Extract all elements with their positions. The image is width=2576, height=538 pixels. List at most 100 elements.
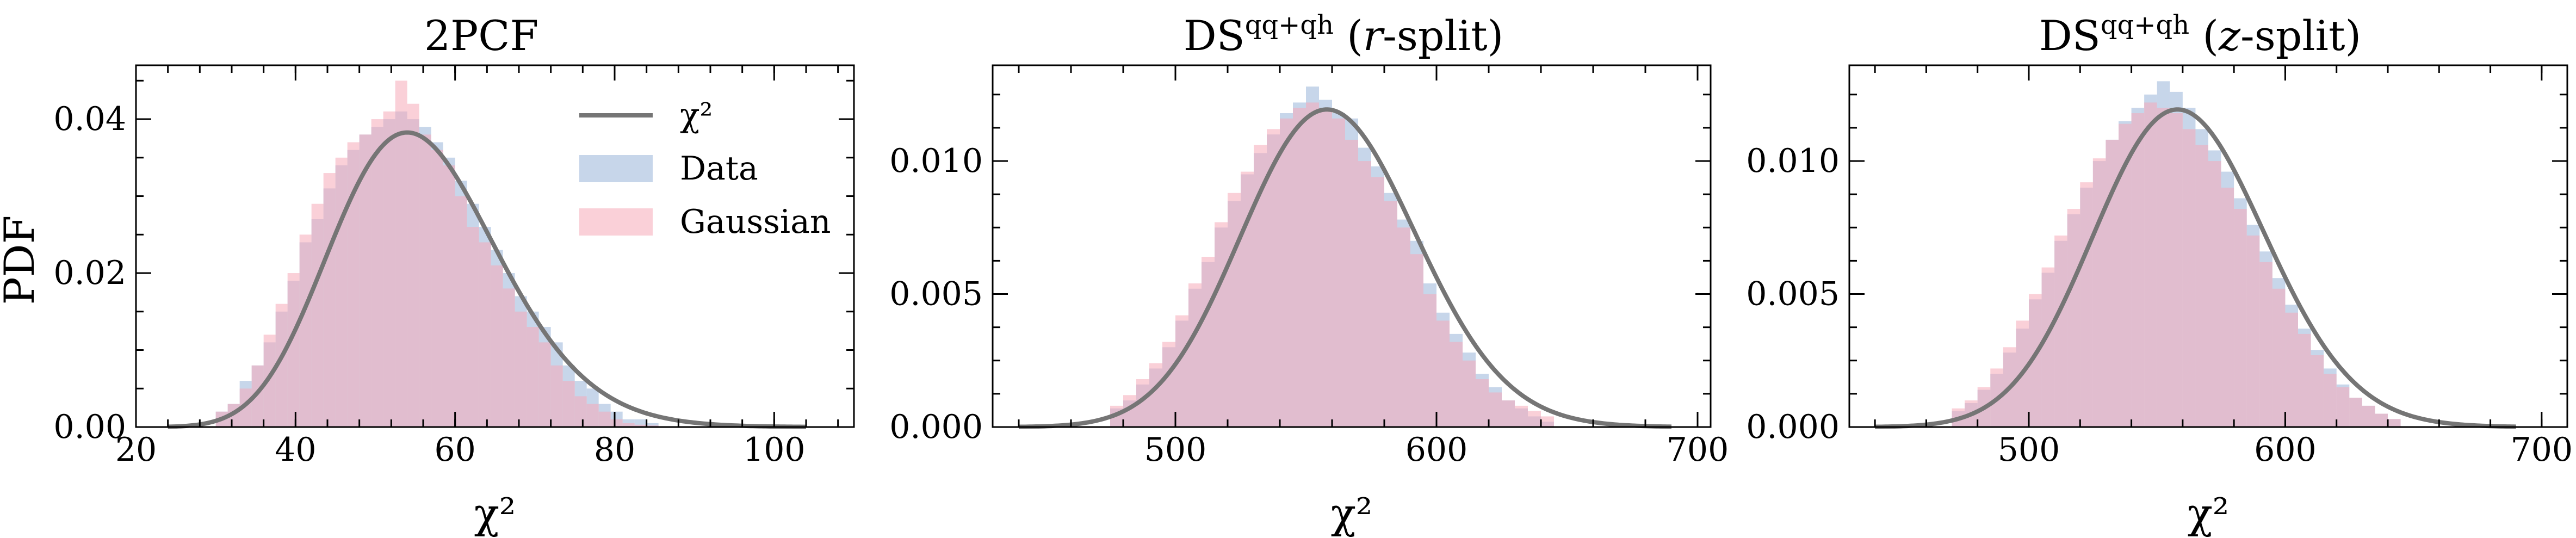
gaussian-histogram-bar	[1293, 108, 1306, 427]
gaussian-histogram-bar	[1215, 222, 1228, 427]
plot-area: 500 600 700 0.000 0.005 0.010 500 600 700 0.000 0.…	[168, 64, 2573, 469]
x-tick-label: 40	[275, 431, 316, 469]
gaussian-histogram-bar	[2092, 158, 2106, 427]
x-tick-label: 700	[2511, 431, 2573, 469]
x-tick-label: 80	[594, 431, 635, 469]
chi2-curve	[1875, 107, 2516, 429]
legend-gaussian-swatch	[579, 208, 653, 236]
y-tick-label: 0.000	[889, 408, 983, 446]
gaussian-histogram-bar	[2106, 139, 2119, 428]
y-tick-label: 0.000	[1746, 408, 1840, 446]
gaussian-histogram-bar	[2041, 267, 2055, 427]
gaussian-histogram-bar	[455, 196, 467, 427]
y-tick-label: 0.005	[889, 275, 983, 313]
gaussian-histogram-bar	[2285, 312, 2298, 427]
gaussian-histogram-bar	[2029, 294, 2042, 427]
gaussian-histogram-bar	[1358, 161, 1371, 427]
title-rest: -split)	[1383, 11, 1503, 60]
gaussian-histogram-bar	[359, 134, 371, 427]
gaussian-histogram-bar	[1280, 118, 1293, 427]
gaussian-histogram-bar	[2144, 102, 2157, 428]
chi2-curve	[1018, 107, 1672, 429]
gaussian-histogram-bar	[2221, 187, 2234, 427]
gaussian-histogram-bar	[2080, 182, 2093, 427]
gaussian-histogram-bar	[1502, 400, 1515, 427]
gaussian-histogram-bar	[1515, 405, 1528, 427]
gaussian-histogram-bar	[2208, 161, 2221, 427]
legend-gaussian-label: Gaussian	[680, 203, 831, 241]
x-tick-label: 20	[115, 431, 157, 469]
gaussian-histogram-bar	[1202, 257, 1215, 427]
y-tick-label: 0.010	[1746, 142, 1840, 180]
y-tick-label: 0.04	[53, 100, 126, 138]
gaussian-histogram-bar	[2298, 333, 2311, 427]
plot-area	[1875, 81, 2516, 429]
gaussian-histogram-bar	[1371, 177, 1384, 427]
gaussian-histogram-bar	[2324, 374, 2337, 427]
gaussian-histogram-bar	[431, 150, 443, 427]
gaussian-histogram-bar	[2272, 288, 2286, 427]
data-histogram-bar	[646, 423, 659, 427]
axes-frame	[992, 64, 1712, 428]
gaussian-histogram-bar	[2067, 209, 2080, 427]
plot-area: 500 600 700 0.000 0.005 0.010	[1018, 64, 2573, 469]
gaussian-histogram-bar	[467, 227, 479, 427]
panel-title: DSqq+qh (r-split)	[1184, 10, 1504, 60]
gaussian-histogram-bar	[2170, 113, 2183, 427]
gaussian-histogram-bar	[1306, 102, 1319, 428]
title-variable: r	[1363, 11, 1385, 60]
gaussian-histogram-bar	[1228, 193, 1241, 427]
gaussian-histogram-bar	[2259, 262, 2272, 427]
x-tick-label: 700	[1667, 431, 1729, 469]
gaussian-histogram-bar	[1450, 342, 1463, 427]
gaussian-histogram-bar	[287, 273, 300, 427]
title-rest: -split)	[2240, 11, 2361, 60]
panel-title: 2PCF	[424, 11, 538, 60]
x-tick-label: 100	[743, 431, 806, 469]
gaussian-histogram-bar	[491, 265, 503, 427]
y-axis-label: PDF	[0, 215, 44, 305]
y-tick-label: 0.010	[889, 142, 983, 180]
gaussian-histogram-bar	[1345, 139, 1358, 428]
gaussian-histogram-bar	[1188, 283, 1202, 427]
gaussian-histogram-bar	[263, 335, 276, 427]
gaussian-histogram-bar	[1332, 118, 1345, 427]
gaussian-histogram-bar	[311, 203, 324, 427]
gaussian-histogram-bar	[574, 396, 587, 427]
x-tick-label: 500	[1998, 431, 2060, 469]
gaussian-histogram-bar	[562, 381, 575, 427]
gaussian-histogram-bar	[550, 365, 563, 427]
x-tick-label: 60	[434, 431, 475, 469]
title-open: (	[2189, 11, 2219, 60]
gaussian-histogram-bar	[1476, 379, 1489, 427]
legend-chi2-label: χ²	[680, 96, 713, 134]
gaussian-histogram-bar	[407, 103, 419, 427]
gaussian-histogram-bar	[2119, 123, 2132, 427]
gaussian-histogram-bar	[622, 423, 635, 427]
gaussian-histogram-bar	[419, 134, 431, 427]
gaussian-histogram-bar	[1162, 342, 1175, 427]
panel-ds-r-split: DSqq+qh (r-split) χ²	[1184, 10, 1504, 537]
legend: χ² Data Gaussian	[579, 96, 831, 241]
gaussian-histogram-bar	[2157, 108, 2170, 427]
panel-ds-z-split: DSqq+qh (z-split) χ²	[2039, 10, 2361, 537]
gaussian-histogram-bar	[1384, 201, 1397, 427]
title-variable: z	[2218, 11, 2241, 60]
gaussian-histogram-bar	[371, 119, 383, 428]
gaussian-histogram-bar	[527, 327, 539, 427]
x-axis-label: χ²	[474, 489, 516, 537]
x-tick-label: 600	[1405, 431, 1468, 469]
gaussian-histogram-bar	[610, 419, 623, 427]
gaussian-histogram-bar	[1410, 254, 1423, 427]
gaussian-histogram-bar	[251, 365, 264, 427]
legend-data-swatch	[579, 155, 653, 182]
chi2-curve	[168, 130, 807, 429]
x-axis-label: χ²	[2188, 489, 2230, 537]
gaussian-histogram-bar	[1423, 294, 1436, 427]
gaussian-histogram-bar	[1528, 411, 1541, 427]
gaussian-histogram-bar	[503, 288, 515, 427]
gaussian-histogram-bar	[2349, 398, 2362, 427]
gaussian-histogram-bar	[2375, 413, 2388, 427]
x-axis-label: χ²	[1331, 489, 1373, 537]
gaussian-histogram-bar	[2246, 235, 2260, 427]
